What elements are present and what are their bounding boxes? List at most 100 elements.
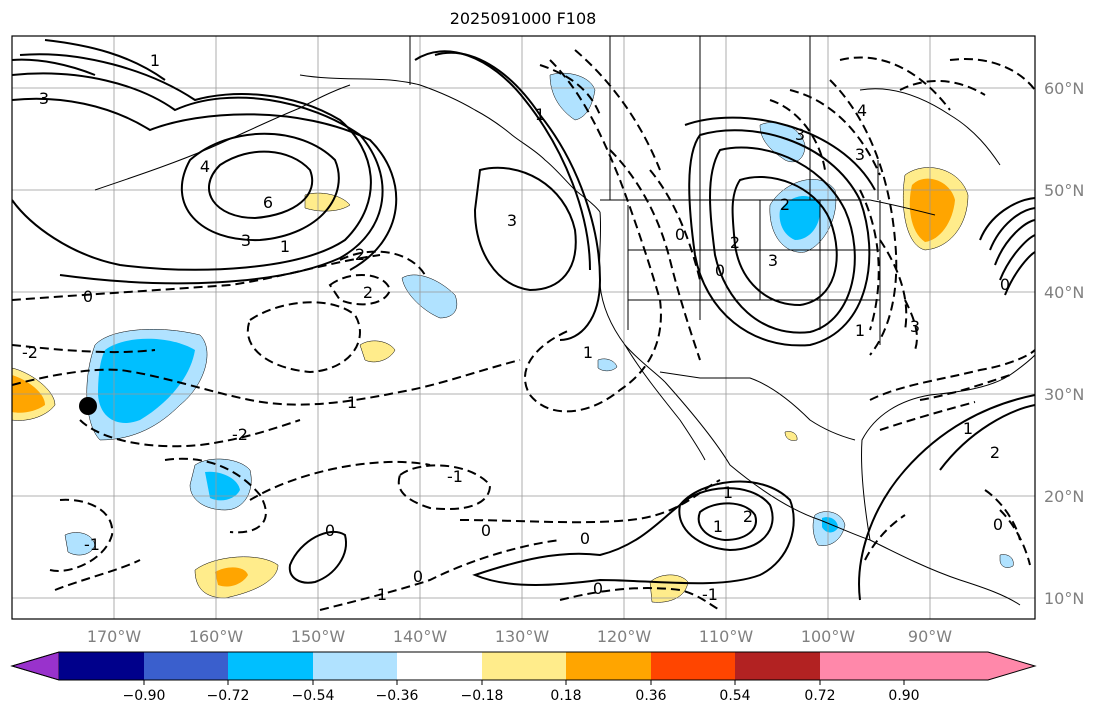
contour-label: 1	[150, 51, 160, 70]
positive-area	[784, 431, 798, 441]
lat-label: 10°N	[1044, 589, 1084, 608]
colorbar-tick-label: 0.90	[888, 688, 919, 704]
contour-label: 1	[377, 585, 387, 604]
negative-core	[779, 195, 821, 240]
contour-label: -1	[84, 535, 100, 554]
colorbar-tick-label: −0.36	[376, 688, 419, 704]
contour-label: 3	[241, 231, 251, 250]
negative-area	[999, 554, 1014, 568]
positive-area	[359, 340, 396, 363]
contour-label: 0	[83, 287, 93, 306]
colorbar-tick-label: 0.18	[550, 688, 581, 704]
colorbar-tick-labels: −0.90 −0.72 −0.54 −0.36 −0.18 0.18 0.36 …	[123, 688, 920, 704]
lon-label: 130°W	[495, 627, 550, 646]
map-title: 2025091000 F108	[449, 9, 597, 28]
contour-label: 0	[580, 529, 590, 548]
hudson-bay	[859, 88, 1001, 166]
lon-label: 170°W	[87, 627, 142, 646]
contour-label: -1	[447, 467, 463, 486]
alaska-coast	[419, 84, 601, 213]
contour-label: 2	[780, 195, 790, 214]
contour-label: -1	[702, 585, 718, 604]
colorbar-segment	[566, 652, 651, 680]
lon-label: 120°W	[597, 627, 652, 646]
west-coast	[598, 211, 666, 383]
colorbar-tick-label: −0.72	[207, 688, 250, 704]
us-canada-border	[600, 199, 936, 216]
contour-label: 0	[715, 261, 725, 280]
contour-label: 0	[1000, 275, 1010, 294]
contour-label: 0	[413, 567, 423, 586]
contour-label: 0	[481, 521, 491, 540]
contour-label: 2	[730, 233, 740, 252]
colorbar-segment	[735, 652, 820, 680]
contour-label: 2	[363, 283, 373, 302]
contour-label: 0	[993, 515, 1003, 534]
colorbar-tick-label: 0.54	[719, 688, 750, 704]
lon-label: 140°W	[393, 627, 448, 646]
contour-label: 1	[963, 419, 973, 438]
state-lines	[627, 200, 881, 345]
lon-label: 160°W	[189, 627, 244, 646]
contour-label: 3	[795, 125, 805, 144]
contour-label: 1	[535, 105, 545, 124]
contour-label: 4	[857, 101, 867, 120]
lon-label: 100°W	[801, 627, 856, 646]
negative-area	[597, 358, 618, 372]
contour-label: 1	[723, 483, 733, 502]
contour-label: 6	[263, 193, 273, 212]
central-america	[869, 539, 1021, 606]
contour-label: 1	[583, 343, 593, 362]
negative-area	[401, 274, 458, 319]
colorbar-segment	[228, 652, 313, 680]
colorbar-segment	[820, 652, 904, 680]
positive-area	[304, 192, 351, 212]
colorbar-segment	[144, 652, 228, 680]
contour-label: -2	[22, 343, 38, 362]
coastlines	[94, 36, 1035, 606]
longitude-labels: 170°W 160°W 150°W 140°W 130°W 120°W 110°…	[87, 627, 952, 646]
negative-core	[98, 338, 195, 423]
latitude-labels: 60°N 50°N 40°N 30°N 20°N 10°N	[1044, 79, 1084, 608]
map-border	[11, 35, 1036, 620]
map-panel	[12, 36, 1035, 619]
positive-core	[215, 567, 248, 587]
colorbar-segment	[59, 652, 144, 680]
colorbar-outline	[10, 651, 1037, 681]
negative-core	[205, 471, 240, 501]
colorbar-segment	[313, 652, 397, 680]
us-mexico-border	[659, 371, 856, 441]
contour-label: 4	[200, 157, 210, 176]
colorbar-tick-label: −0.18	[461, 688, 504, 704]
shaded-fields	[12, 72, 1014, 603]
contour-label: 1	[347, 393, 357, 412]
contour-label: 1	[280, 237, 290, 256]
baja-california	[624, 344, 706, 461]
location-marker	[79, 397, 97, 415]
contour-label: 0	[325, 521, 335, 540]
lon-label: 90°W	[908, 627, 952, 646]
gulf-coast	[861, 354, 1035, 541]
negative-core	[822, 517, 838, 533]
contour-label: 0	[675, 225, 685, 244]
dashed-contours	[12, 49, 1035, 611]
colorbar-tick-label: −0.54	[292, 688, 335, 704]
mexico-pacific-coast	[664, 381, 871, 541]
positive-core	[909, 178, 955, 242]
colorbar-extend-high	[904, 652, 1035, 680]
contour-label: 2	[355, 245, 365, 264]
solid-contours	[12, 39, 1035, 601]
colorbar-tick-label: 0.72	[804, 688, 835, 704]
colorbar-extend-low	[10, 651, 60, 681]
contour-label: 1	[713, 517, 723, 536]
contour-label: 3	[39, 89, 49, 108]
alaska-north	[299, 74, 421, 86]
contour-label: 3	[855, 145, 865, 164]
lat-label: 50°N	[1044, 181, 1084, 200]
colorbar-tick-label: 0.36	[635, 688, 666, 704]
lat-label: 60°N	[1044, 79, 1084, 98]
colorbar-segment	[397, 652, 482, 680]
contour-labels: 1 3 4 6 3 1 2 2 0 -2 1 3 1 1 2 3 3 0 2 4…	[22, 51, 1010, 604]
contour-label: 2	[990, 443, 1000, 462]
